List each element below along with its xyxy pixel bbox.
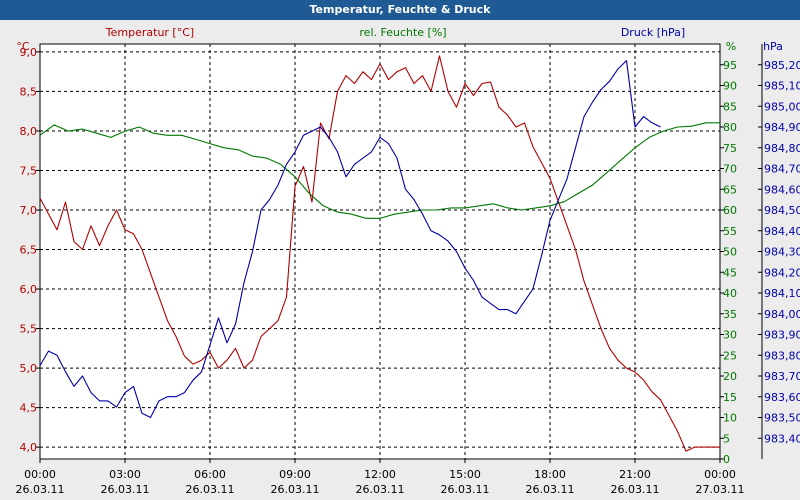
humidity-tick-label: 15 xyxy=(723,391,737,404)
time-axis: 00:00 26.03.11 03:00 26.03.11 06:00 26.03.11 0… xyxy=(16,459,745,496)
pressure-tick-label: 984,40 xyxy=(764,225,800,238)
pressure-tick-label: 985,00 xyxy=(764,100,800,113)
date-tick-label: 26.03.11 xyxy=(16,483,65,496)
humidity-axis: 0 5 10 15 20 25 30 35 40 45 50 55 60 65 70 75 80 85 90 95 xyxy=(720,59,737,466)
pressure-tick-label: 983,60 xyxy=(764,391,800,404)
date-tick-label: 26.03.11 xyxy=(186,483,235,496)
pressure-unit: hPa xyxy=(763,40,783,53)
temperature-unit: °C xyxy=(16,40,30,53)
pressure-tick-label: 984,00 xyxy=(764,308,800,321)
temperature-tick-label: 4,0 xyxy=(20,441,38,454)
humidity-tick-label: 95 xyxy=(723,59,737,72)
date-tick-label: 26.03.11 xyxy=(356,483,405,496)
pressure-tick-label: 984,10 xyxy=(764,287,800,300)
humidity-tick-label: 60 xyxy=(723,204,737,217)
time-tick-label: 00:00 xyxy=(704,468,736,481)
temperature-tick-label: 9,0 xyxy=(20,46,38,59)
humidity-tick-label: 10 xyxy=(723,412,737,425)
time-tick-label: 00:00 xyxy=(24,468,56,481)
pressure-axis-label: Druck [hPa] xyxy=(621,26,685,39)
window-title: Temperatur, Feuchte & Druck xyxy=(0,0,800,20)
date-tick-label: 26.03.11 xyxy=(271,483,320,496)
series-layer xyxy=(39,55,720,452)
time-tick-label: 21:00 xyxy=(619,468,651,481)
temperature-axis: 4,0 4,5 5,0 5,5 6,0 6,5 7,0 7,5 8,0 8,5 9,0 xyxy=(20,46,40,454)
humidity-tick-label: 75 xyxy=(723,142,737,155)
pressure-tick-label: 984,70 xyxy=(764,163,800,176)
pressure-tick-label: 984,50 xyxy=(764,204,800,217)
humidity-tick-label: 5 xyxy=(723,432,730,445)
humidity-tick-label: 65 xyxy=(723,183,737,196)
temperature-axis-label: Temperatur [°C] xyxy=(105,26,194,39)
pressure-tick-label: 983,50 xyxy=(764,412,800,425)
weather-chart: °C Temperatur [°C] rel. Feuchte [%] Druc… xyxy=(0,20,800,500)
time-tick-label: 09:00 xyxy=(279,468,311,481)
humidity-tick-label: 90 xyxy=(723,80,737,93)
series-line-humidity xyxy=(39,122,720,219)
humidity-tick-label: 55 xyxy=(723,225,737,238)
temperature-tick-label: 6,5 xyxy=(20,244,38,257)
humidity-tick-label: 25 xyxy=(723,349,737,362)
time-tick-label: 12:00 xyxy=(364,468,396,481)
pressure-tick-label: 984,20 xyxy=(764,266,800,279)
humidity-unit: % xyxy=(726,40,736,53)
grid xyxy=(40,44,720,459)
date-tick-label: 26.03.11 xyxy=(526,483,575,496)
temperature-tick-label: 8,5 xyxy=(20,85,38,98)
date-tick-label: 26.03.11 xyxy=(441,483,490,496)
plot-area xyxy=(39,43,721,460)
date-tick-label: 26.03.11 xyxy=(611,483,660,496)
series-line-temperature xyxy=(39,55,720,452)
date-tick-label: 27.03.11 xyxy=(696,483,745,496)
humidity-tick-label: 20 xyxy=(723,370,737,383)
humidity-tick-label: 50 xyxy=(723,246,737,259)
pressure-tick-label: 984,80 xyxy=(764,142,800,155)
pressure-tick-label: 984,30 xyxy=(764,246,800,259)
time-tick-label: 03:00 xyxy=(109,468,141,481)
temperature-tick-label: 4,5 xyxy=(20,402,38,415)
humidity-tick-label: 45 xyxy=(723,266,737,279)
pressure-tick-label: 984,90 xyxy=(764,121,800,134)
humidity-tick-label: 30 xyxy=(723,329,737,342)
pressure-tick-label: 983,40 xyxy=(764,432,800,445)
time-tick-label: 18:00 xyxy=(534,468,566,481)
pressure-tick-label: 983,70 xyxy=(764,370,800,383)
humidity-tick-label: 35 xyxy=(723,308,737,321)
temperature-tick-label: 5,0 xyxy=(20,362,38,375)
humidity-axis-label: rel. Feuchte [%] xyxy=(359,26,446,39)
pressure-tick-label: 984,60 xyxy=(764,183,800,196)
humidity-tick-label: 40 xyxy=(723,287,737,300)
humidity-tick-label: 85 xyxy=(723,100,737,113)
humidity-tick-label: 70 xyxy=(723,163,737,176)
humidity-tick-label: 80 xyxy=(723,121,737,134)
humidity-tick-label: 0 xyxy=(723,453,730,466)
temperature-tick-label: 7,5 xyxy=(20,164,38,177)
pressure-tick-label: 983,90 xyxy=(764,329,800,342)
temperature-tick-label: 8,0 xyxy=(20,125,38,138)
pressure-tick-label: 985,10 xyxy=(764,80,800,93)
pressure-tick-label: 985,20 xyxy=(764,59,800,72)
temperature-tick-label: 6,0 xyxy=(20,283,38,296)
pressure-tick-label: 983,80 xyxy=(764,349,800,362)
time-tick-label: 15:00 xyxy=(449,468,481,481)
temperature-tick-label: 7,0 xyxy=(20,204,38,217)
temperature-tick-label: 5,5 xyxy=(20,323,38,336)
time-tick-label: 06:00 xyxy=(194,468,226,481)
date-tick-label: 26.03.11 xyxy=(101,483,150,496)
pressure-axis: 983,40 983,50 983,60 983,70 983,80 983,90 984,… xyxy=(758,44,800,459)
series-line-pressure xyxy=(39,60,661,419)
